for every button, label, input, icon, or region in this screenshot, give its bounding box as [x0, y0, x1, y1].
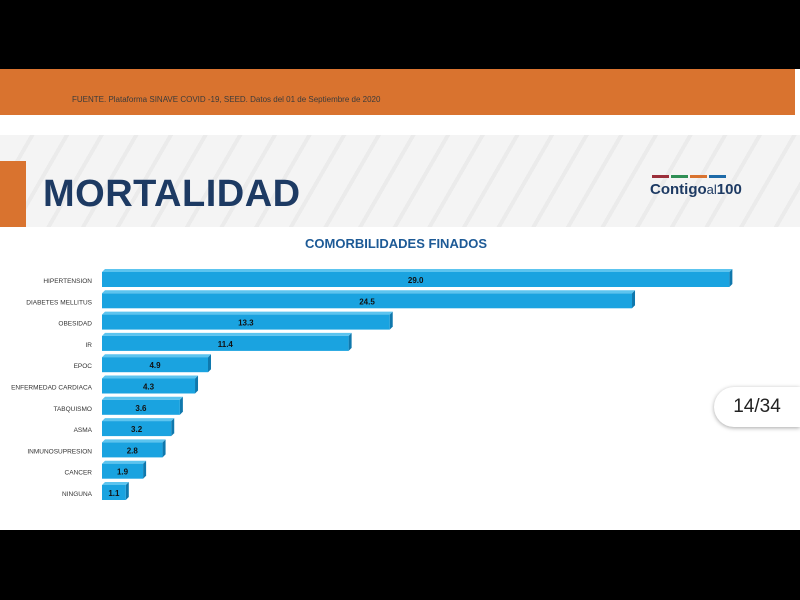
- logo-stripes: [652, 175, 726, 178]
- bar-top: [102, 482, 129, 485]
- bar-top: [102, 418, 175, 422]
- bar-value-label: 3.6: [135, 404, 147, 413]
- bar: [102, 314, 390, 330]
- bar-value-label: 4.3: [143, 383, 155, 392]
- logo-stripe: [690, 175, 707, 178]
- bar: [102, 421, 172, 437]
- logo-stripe: [709, 175, 726, 178]
- bar-value-label: 3.2: [131, 425, 143, 434]
- category-label: CANCER: [65, 470, 93, 477]
- category-label: TABQUISMO: [53, 406, 92, 413]
- bar-value-label: 24.5: [359, 297, 375, 306]
- bar-side: [179, 396, 183, 415]
- logo-stripe: [652, 175, 669, 178]
- bar-top: [102, 460, 147, 464]
- bar-value-label: 1.1: [108, 489, 120, 498]
- bar: [102, 399, 180, 415]
- category-label: NINGUNA: [62, 491, 93, 498]
- bars-group: 29.0 HIPERTENSION 24.5 DIABETES MELLITUS 13.…: [11, 269, 733, 500]
- bar-value-label: 2.8: [127, 446, 139, 455]
- bar-side: [171, 418, 175, 437]
- bar-side: [729, 269, 733, 287]
- category-label: DIABETES MELLITUS: [26, 299, 92, 306]
- header-band: [0, 135, 800, 227]
- bar-top: [102, 311, 393, 315]
- bar-top: [102, 354, 212, 358]
- bar-top: [102, 439, 166, 443]
- logo-text: Contigoal100: [650, 181, 742, 198]
- bar-value-label: 29.0: [408, 276, 424, 285]
- bar-value-label: 11.4: [218, 340, 234, 349]
- logo-stripe: [671, 175, 688, 178]
- category-label: ENFERMEDAD CARDIACA: [11, 385, 93, 392]
- bar: [102, 335, 349, 351]
- bar: [102, 378, 196, 394]
- bar: [102, 357, 209, 373]
- category-label: HIPERTENSION: [43, 278, 92, 285]
- bar-top: [102, 375, 199, 379]
- source-text: FUENTE. Plataforma SINAVE COVID -19, SEE…: [72, 95, 381, 104]
- page-title: MORTALIDAD: [43, 173, 301, 215]
- slide: FUENTE. Plataforma SINAVE COVID -19, SEE…: [0, 69, 800, 530]
- bar-side: [125, 482, 129, 500]
- page-indicator[interactable]: 14/34: [714, 387, 800, 427]
- bar: [102, 442, 163, 458]
- left-accent-bar: [0, 161, 26, 227]
- source-banner: FUENTE. Plataforma SINAVE COVID -19, SEE…: [0, 69, 795, 115]
- bar-top: [102, 269, 733, 272]
- bar-side: [208, 354, 212, 373]
- category-label: OBESIDAD: [58, 321, 92, 328]
- bar: [102, 293, 633, 309]
- bar: [102, 485, 126, 500]
- chart-title: COMORBILIDADES FINADOS: [305, 236, 487, 251]
- category-label: EPOC: [74, 363, 93, 370]
- bar-side: [195, 375, 199, 394]
- bar-value-label: 13.3: [238, 319, 254, 328]
- bar-side: [389, 311, 393, 330]
- bar-top: [102, 332, 352, 336]
- bar: [102, 463, 144, 479]
- category-label: ASMA: [74, 427, 93, 434]
- bar-value-label: 4.9: [149, 361, 161, 370]
- bar-top: [102, 290, 636, 294]
- bar: [102, 272, 730, 287]
- category-label: IR: [86, 342, 93, 349]
- category-label: INMUNOSUPRESION: [27, 448, 92, 455]
- comorbidity-bar-chart: COMORBILIDADES FINADOS 29.0HIPERTENSION2…: [11, 236, 733, 500]
- bar-side: [632, 290, 636, 309]
- bar-top: [102, 396, 183, 400]
- bar-side: [143, 460, 147, 479]
- bar-side: [162, 439, 166, 458]
- bar-value-label: 1.9: [117, 468, 129, 477]
- bar-side: [348, 332, 352, 351]
- contigo-logo: Contigoal100: [650, 175, 760, 209]
